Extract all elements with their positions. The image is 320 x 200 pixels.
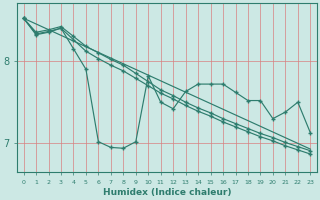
X-axis label: Humidex (Indice chaleur): Humidex (Indice chaleur) bbox=[103, 188, 231, 197]
